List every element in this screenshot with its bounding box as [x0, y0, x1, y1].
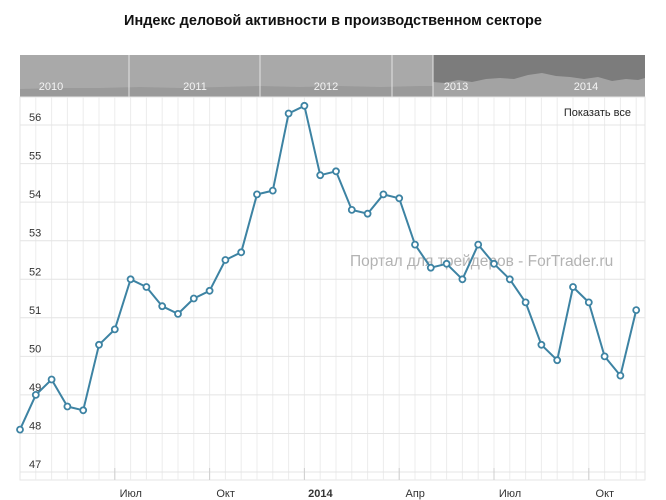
data-point	[584, 298, 593, 307]
data-point	[616, 371, 625, 380]
data-point	[237, 248, 246, 257]
data-point	[47, 375, 56, 384]
x-tick-label: Июл	[499, 488, 521, 500]
y-tick-label: 51	[29, 305, 41, 317]
data-point	[316, 171, 325, 180]
y-tick-label: 50	[29, 343, 41, 355]
chart-title: Индекс деловой активности в производстве…	[124, 13, 542, 29]
y-tick-label: 54	[29, 189, 41, 201]
x-tick-label: Окт	[596, 488, 615, 500]
data-point	[600, 352, 609, 361]
data-point	[458, 275, 467, 284]
data-point	[300, 101, 309, 110]
y-tick-label: 56	[29, 112, 41, 124]
y-tick-label: 52	[29, 266, 41, 278]
data-point	[16, 425, 24, 434]
data-point	[379, 190, 388, 199]
navigator-selected-mini-series	[433, 73, 645, 97]
y-tick-label: 49	[29, 382, 41, 394]
data-point	[474, 240, 483, 249]
data-point	[142, 283, 151, 291]
navigator-year-label: 2011	[183, 81, 207, 93]
y-tick-label: 48	[29, 420, 41, 432]
data-point	[632, 306, 641, 315]
navigator-year-label: 2013	[444, 81, 468, 93]
navigator-year-label: 2014	[574, 81, 598, 93]
data-point	[79, 406, 88, 415]
data-point	[205, 286, 214, 295]
data-point	[31, 390, 40, 399]
series-markers	[16, 101, 641, 434]
data-point	[363, 209, 372, 218]
data-point	[268, 186, 277, 195]
data-point	[95, 340, 103, 349]
data-point	[505, 275, 514, 284]
watermark: Портал для трейдеров - ForTrader.ru	[350, 253, 613, 270]
data-point	[253, 190, 261, 199]
data-point	[569, 283, 577, 291]
y-tick-label: 55	[29, 151, 41, 163]
navigator-mini-series	[20, 86, 433, 97]
data-point	[521, 298, 530, 307]
data-point	[426, 263, 435, 272]
data-point	[395, 194, 404, 203]
plot-frame	[19, 96, 646, 481]
data-point	[158, 302, 167, 311]
axis-ticks: 47 48 49 50 51 52 53 54 55 56 Июл Окт 2014 Апр Июл Окт	[29, 112, 614, 500]
data-point	[537, 340, 546, 349]
navigator-year-label: 2012	[314, 81, 338, 93]
x-tick-label: Апр	[405, 488, 424, 500]
y-tick-label: 53	[29, 228, 41, 240]
data-point	[63, 402, 72, 411]
data-point	[174, 309, 182, 318]
series-line	[19, 104, 638, 431]
data-point	[189, 294, 198, 303]
grid	[19, 96, 646, 481]
data-point	[284, 109, 293, 118]
data-point	[411, 240, 419, 249]
x-tick-label: Июл	[120, 488, 142, 500]
data-point	[110, 325, 119, 334]
data-point	[347, 205, 356, 214]
data-point	[442, 259, 451, 268]
data-point	[126, 275, 135, 284]
data-point	[553, 356, 562, 365]
range-navigator[interactable]: 2010 2011 2012 2013 2014	[20, 55, 645, 97]
navigator-year-label: 2010	[39, 81, 63, 93]
data-point	[332, 167, 340, 176]
data-point	[221, 256, 230, 264]
show-all-button[interactable]: Показать все	[564, 107, 631, 119]
x-tick-label: Окт	[216, 488, 235, 500]
x-tick-label: 2014	[308, 488, 333, 500]
y-tick-label: 47	[29, 459, 41, 471]
data-point	[490, 259, 498, 268]
